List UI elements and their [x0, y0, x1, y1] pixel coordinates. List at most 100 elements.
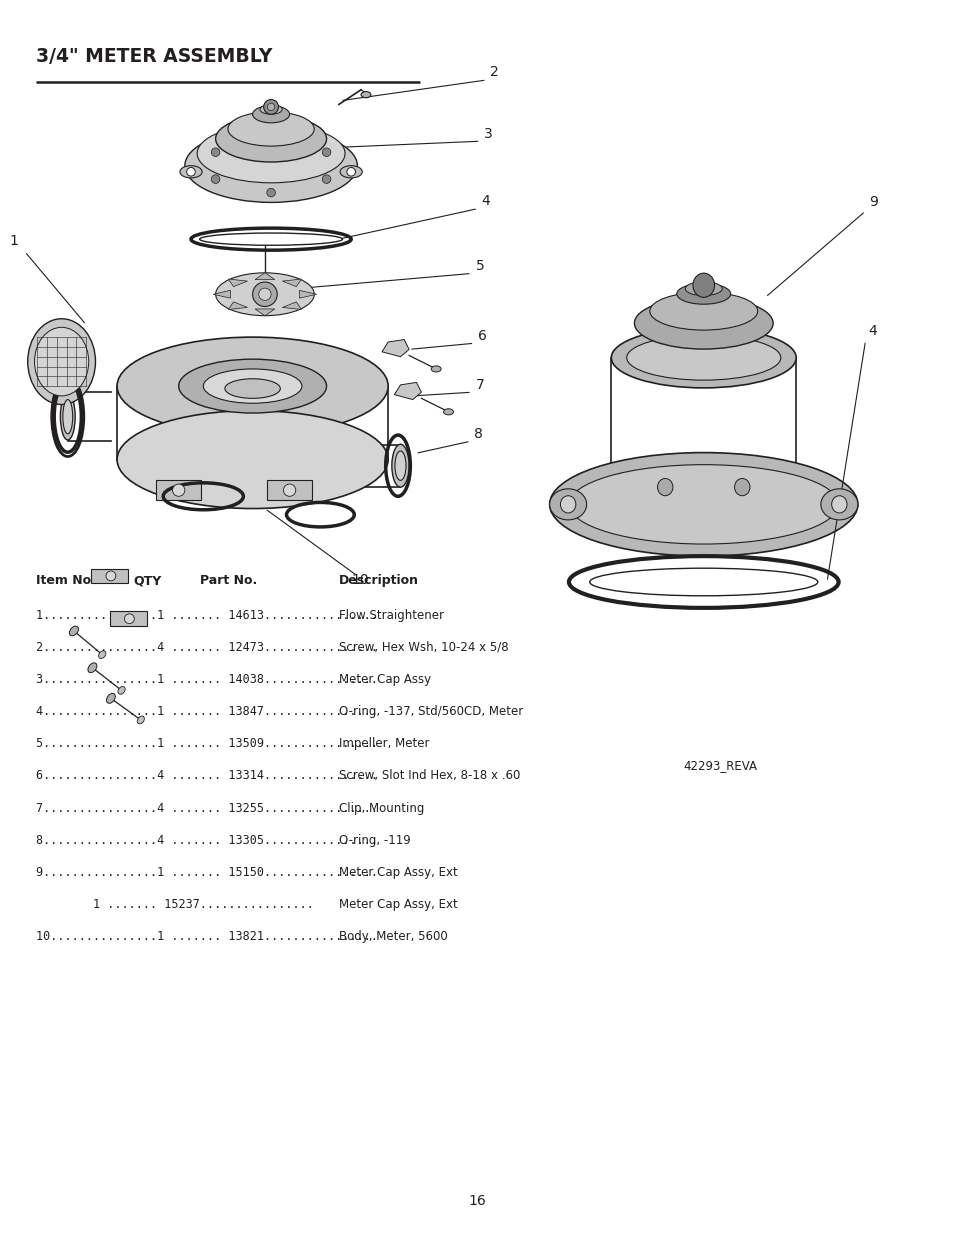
- Text: 6: 6: [477, 329, 486, 342]
- Ellipse shape: [360, 91, 371, 98]
- Polygon shape: [381, 340, 409, 357]
- Text: 2................4 ....... 12473................: 2................4 ....... 12473........…: [36, 641, 377, 655]
- Text: Body, Meter, 5600: Body, Meter, 5600: [338, 930, 447, 944]
- Text: Item No.: Item No.: [36, 574, 96, 588]
- Circle shape: [322, 175, 331, 184]
- Circle shape: [267, 104, 274, 111]
- Circle shape: [347, 168, 355, 177]
- Circle shape: [559, 495, 576, 513]
- Text: 7................4 ....... 13255................: 7................4 ....... 13255........…: [36, 802, 377, 815]
- Polygon shape: [213, 290, 231, 298]
- Circle shape: [657, 478, 672, 495]
- Ellipse shape: [185, 128, 357, 203]
- Ellipse shape: [611, 327, 796, 388]
- Text: Part No.: Part No.: [200, 574, 257, 588]
- Text: 4: 4: [481, 194, 490, 207]
- Ellipse shape: [443, 409, 453, 415]
- Text: 9: 9: [868, 195, 877, 209]
- Ellipse shape: [107, 693, 115, 703]
- Text: 5: 5: [476, 259, 484, 273]
- Ellipse shape: [215, 116, 326, 162]
- Ellipse shape: [228, 112, 314, 146]
- Text: 2: 2: [490, 65, 498, 79]
- Ellipse shape: [339, 165, 362, 178]
- Circle shape: [322, 148, 331, 157]
- Text: Meter Cap Assy, Ext: Meter Cap Assy, Ext: [338, 898, 456, 911]
- Text: 10...............1 ....... 13821................: 10...............1 ....... 13821........…: [36, 930, 377, 944]
- Polygon shape: [267, 480, 312, 500]
- Text: Screw, Hex Wsh, 10-24 x 5/8: Screw, Hex Wsh, 10-24 x 5/8: [338, 641, 508, 655]
- Ellipse shape: [626, 335, 780, 380]
- Text: 3................1 ....... 14038................: 3................1 ....... 14038........…: [36, 673, 377, 687]
- Circle shape: [258, 288, 271, 300]
- Ellipse shape: [88, 663, 97, 673]
- Ellipse shape: [178, 359, 326, 412]
- Circle shape: [267, 135, 275, 143]
- Ellipse shape: [549, 452, 857, 556]
- Text: 16: 16: [468, 1194, 485, 1208]
- Text: 1................1 ....... 14613................: 1................1 ....... 14613........…: [36, 609, 377, 622]
- Circle shape: [187, 168, 195, 177]
- Ellipse shape: [392, 445, 409, 487]
- Ellipse shape: [215, 273, 314, 316]
- Ellipse shape: [197, 124, 345, 183]
- Ellipse shape: [60, 394, 75, 440]
- Ellipse shape: [253, 106, 290, 122]
- Ellipse shape: [137, 716, 144, 724]
- Polygon shape: [91, 568, 128, 583]
- Text: Flow Straightener: Flow Straightener: [338, 609, 443, 622]
- Ellipse shape: [820, 489, 857, 520]
- Text: O-ring, -137, Std/560CD, Meter: O-ring, -137, Std/560CD, Meter: [338, 705, 522, 719]
- Circle shape: [106, 571, 115, 580]
- Text: Meter Cap Assy, Ext: Meter Cap Assy, Ext: [338, 866, 456, 879]
- Ellipse shape: [684, 282, 721, 295]
- Ellipse shape: [117, 337, 388, 435]
- Polygon shape: [282, 301, 301, 310]
- Text: 1 ....... 15237................: 1 ....... 15237................: [36, 898, 314, 911]
- Ellipse shape: [118, 687, 125, 694]
- Ellipse shape: [70, 626, 78, 636]
- Text: 6................4 ....... 13314................: 6................4 ....... 13314........…: [36, 769, 377, 783]
- Circle shape: [263, 100, 278, 115]
- Text: 8: 8: [474, 426, 483, 441]
- Ellipse shape: [634, 298, 772, 350]
- Polygon shape: [228, 279, 247, 287]
- Polygon shape: [110, 611, 147, 626]
- Text: Meter Cap Assy: Meter Cap Assy: [338, 673, 431, 687]
- Circle shape: [267, 188, 275, 196]
- Ellipse shape: [225, 379, 280, 399]
- Text: 3: 3: [484, 126, 493, 141]
- Text: 10: 10: [351, 573, 369, 588]
- Ellipse shape: [676, 284, 730, 304]
- Circle shape: [734, 478, 749, 495]
- Ellipse shape: [63, 400, 72, 433]
- Text: 5................1 ....... 13509................: 5................1 ....... 13509........…: [36, 737, 377, 751]
- Circle shape: [124, 614, 134, 624]
- Text: 7: 7: [476, 378, 484, 391]
- Ellipse shape: [180, 165, 202, 178]
- Polygon shape: [394, 383, 421, 400]
- Circle shape: [211, 175, 220, 184]
- Text: Screw, Slot Ind Hex, 8-18 x .60: Screw, Slot Ind Hex, 8-18 x .60: [338, 769, 519, 783]
- Text: 3/4" METER ASSEMBLY: 3/4" METER ASSEMBLY: [36, 47, 273, 65]
- Ellipse shape: [28, 319, 95, 405]
- Circle shape: [692, 273, 714, 298]
- Polygon shape: [228, 301, 247, 310]
- Circle shape: [211, 148, 220, 157]
- Text: 4: 4: [868, 325, 877, 338]
- Ellipse shape: [34, 327, 89, 396]
- Text: Clip, Mounting: Clip, Mounting: [338, 802, 423, 815]
- Text: O-ring, -119: O-ring, -119: [338, 834, 410, 847]
- Ellipse shape: [203, 369, 301, 404]
- Text: Impeller, Meter: Impeller, Meter: [338, 737, 429, 751]
- Polygon shape: [254, 273, 274, 279]
- Polygon shape: [299, 290, 316, 298]
- Text: 8................4 ....... 13305................: 8................4 ....... 13305........…: [36, 834, 377, 847]
- Circle shape: [172, 484, 185, 496]
- Circle shape: [283, 484, 295, 496]
- Circle shape: [253, 282, 277, 306]
- Polygon shape: [282, 279, 301, 287]
- Polygon shape: [254, 309, 274, 316]
- Text: 1: 1: [10, 235, 19, 248]
- Text: QTY: QTY: [133, 574, 162, 588]
